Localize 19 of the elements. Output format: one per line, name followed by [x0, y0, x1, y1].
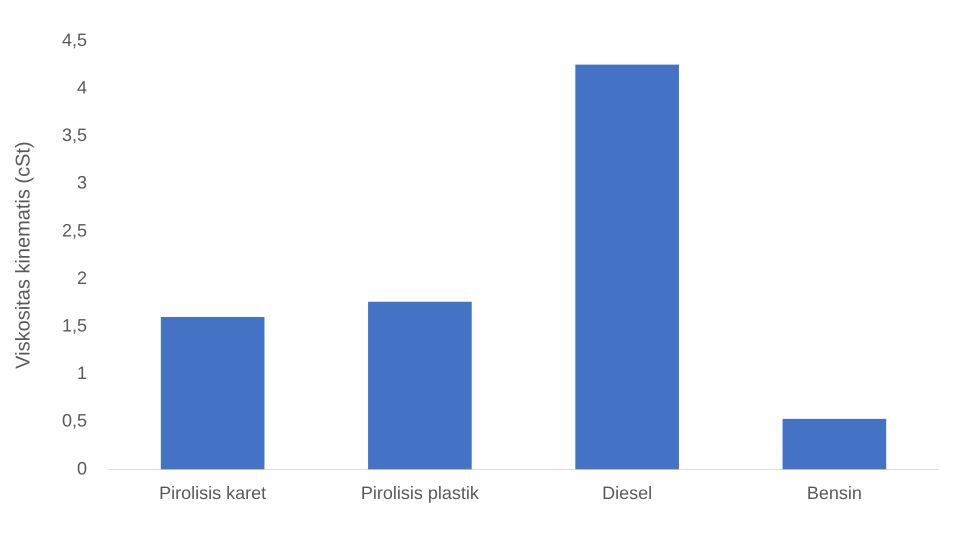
y-tick-label: 1,5: [62, 316, 88, 336]
bar: [782, 418, 886, 470]
y-tick-label: 4: [77, 77, 88, 98]
bar: [368, 302, 472, 470]
x-tick-label: Pirolisis plastik: [360, 483, 480, 504]
y-tick-label: 1: [77, 363, 88, 384]
x-tick-label: Diesel: [602, 483, 652, 504]
bar: [575, 64, 679, 470]
y-tick-label: 3,5: [62, 125, 88, 146]
y-tick-label: 4,5: [62, 30, 88, 50]
y-tick-label: 2: [77, 268, 88, 288]
bar: [160, 317, 264, 470]
y-axis-title: Viskositas kinematis (cSt): [12, 141, 35, 369]
x-tick-label: Pirolisis karet: [159, 483, 266, 504]
y-tick-label: 0,5: [62, 410, 88, 431]
y-tick-label: 2,5: [62, 220, 88, 240]
x-tick-label: Bensin: [806, 483, 862, 504]
y-tick-label: 3: [77, 172, 88, 193]
y-tick-label: 0: [77, 458, 88, 478]
